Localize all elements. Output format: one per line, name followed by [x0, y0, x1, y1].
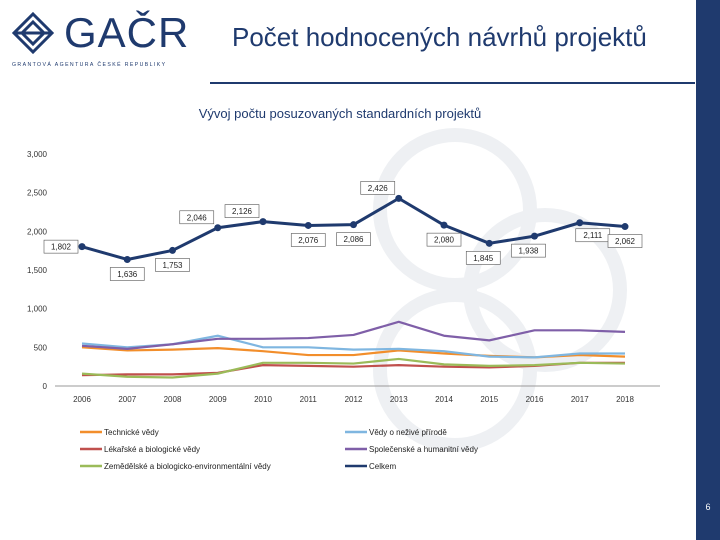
x-tick-label: 2009	[209, 395, 227, 404]
logo-wordmark: GAČR	[64, 9, 190, 56]
data-label: 2,426	[368, 184, 389, 193]
series-line-5	[81, 357, 626, 379]
x-tick-label: 2017	[571, 395, 589, 404]
data-label-box	[607, 234, 643, 248]
x-tick-label: 2014	[435, 395, 453, 404]
total-point	[395, 194, 403, 202]
data-label-box	[360, 181, 396, 195]
legend-label: Celkem	[369, 462, 396, 471]
data-label: 1,636	[117, 270, 138, 279]
side-bar	[696, 0, 720, 540]
data-label-box	[179, 210, 215, 225]
x-tick-label: 2012	[345, 395, 363, 404]
data-label-box	[109, 267, 145, 281]
y-tick-label: 2,500	[27, 189, 48, 198]
data-label: 1,753	[162, 261, 183, 270]
logo-knot-icon	[12, 12, 54, 54]
legend-label: Zemědělské a biologicko-environmentální …	[104, 462, 271, 471]
total-point	[169, 246, 176, 254]
total-point	[259, 218, 267, 226]
y-tick-label: 2,000	[27, 227, 48, 236]
legend-label: Lékařské a biologické vědy	[104, 445, 200, 454]
page-number: 6	[705, 502, 711, 512]
y-tick-label: 500	[34, 343, 48, 352]
series-line-4	[81, 320, 626, 350]
total-point	[531, 232, 538, 240]
legend-label: Technické vědy	[104, 428, 159, 437]
gacr-logo: GAČR GRANTOVÁ AGENTURA ČESKÉ REPUBLIKY	[8, 8, 188, 70]
data-label: 2,062	[615, 237, 636, 246]
legend-label: Společenské a humanitní vědy	[369, 445, 478, 454]
x-tick-label: 2015	[480, 395, 498, 404]
total-point	[304, 221, 312, 229]
y-tick-label: 3,000	[27, 150, 48, 159]
x-tick-label: 2008	[164, 395, 182, 404]
line-chart: Vývoj počtu posuzovaných standardních pr…	[27, 106, 660, 471]
x-tick-label: 2010	[254, 395, 272, 404]
y-tick-label: 1,000	[27, 305, 48, 314]
total-point	[123, 255, 131, 263]
data-label: 1,938	[518, 247, 539, 256]
data-label: 2,080	[434, 236, 455, 245]
x-tick-label: 2007	[118, 395, 136, 404]
data-label-box	[426, 232, 462, 247]
x-tick-label: 2006	[73, 395, 91, 404]
data-label-box	[224, 204, 260, 218]
data-label-box	[336, 232, 371, 246]
data-label-box	[43, 239, 79, 254]
legend-label: Vědy o neživé přírodě	[369, 428, 447, 437]
chart-title: Vývoj počtu posuzovaných standardních pr…	[199, 106, 482, 121]
data-label: 1,845	[473, 254, 494, 263]
y-tick-label: 0	[43, 382, 48, 391]
data-label: 1,802	[51, 243, 72, 252]
total-point	[350, 221, 357, 229]
data-label: 2,126	[232, 207, 253, 216]
x-tick-label: 2013	[390, 395, 408, 404]
x-tick-label: 2018	[616, 395, 634, 404]
title-divider	[210, 82, 695, 84]
page-title: Počet hodnocených návrhů projektů	[232, 22, 647, 52]
data-label-box	[511, 243, 546, 258]
chart-container: Vývoj počtu posuzovaných standardních pr…	[0, 90, 696, 490]
x-tick-label: 2011	[300, 395, 318, 404]
data-label-box	[290, 233, 326, 247]
data-label: 2,076	[298, 236, 319, 245]
total-point	[440, 221, 448, 229]
data-label: 2,046	[187, 213, 208, 222]
total-point	[621, 223, 629, 231]
y-tick-label: 1,500	[27, 266, 48, 275]
total-point	[485, 239, 493, 247]
x-tick-label: 2016	[526, 395, 544, 404]
data-label-box	[465, 251, 501, 265]
total-point	[214, 224, 222, 232]
data-label: 2,111	[583, 231, 602, 240]
data-label-box	[155, 258, 190, 272]
data-label: 2,086	[343, 235, 364, 244]
total-point	[576, 219, 584, 227]
logo-subtitle: GRANTOVÁ AGENTURA ČESKÉ REPUBLIKY	[12, 62, 167, 68]
total-point	[78, 243, 86, 251]
